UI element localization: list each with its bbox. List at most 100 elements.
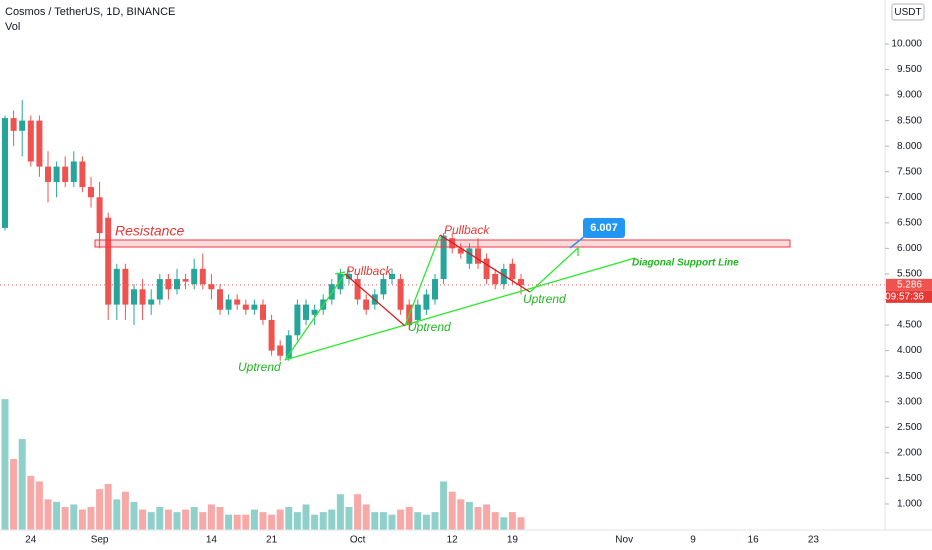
y-tick-label: 8.500 <box>897 115 922 126</box>
candle-body <box>251 304 258 310</box>
volume-bar <box>130 501 138 530</box>
candle-body <box>346 273 352 280</box>
volume-bar <box>225 514 233 530</box>
candle-body <box>303 304 309 320</box>
volume-bar <box>233 514 241 530</box>
axis-layer: 1.000 1.500 2.000 2.500 3.000 3.500 4.000 4.500… <box>25 39 932 546</box>
volume-bar <box>354 494 362 530</box>
volume-bar <box>35 481 43 530</box>
volume-bar <box>27 475 35 530</box>
support-label: Diagonal Support Line <box>632 258 739 269</box>
resistance-label: Resistance <box>115 223 184 239</box>
candle-body <box>234 299 241 305</box>
volume-bar <box>78 509 86 530</box>
y-tick-label: 3.000 <box>897 396 922 407</box>
volume-bar <box>448 491 456 530</box>
candle-body <box>466 248 473 264</box>
chart-title: Cosmos / TetherUS, 1D, BINANCE <box>5 6 175 18</box>
volume-bar <box>388 514 396 530</box>
volume-bar <box>319 512 327 530</box>
candle-body <box>105 217 112 305</box>
y-tick-label: 3.500 <box>897 371 922 382</box>
candle-body <box>440 235 447 280</box>
uptrend-label: Uptrend <box>523 292 566 306</box>
countdown-box <box>886 290 932 303</box>
y-tick-label: 4.500 <box>897 320 922 331</box>
volume-bar <box>44 499 52 530</box>
candle-body <box>518 279 524 285</box>
candle-body <box>19 120 26 131</box>
candle-body <box>182 279 189 282</box>
volume-bar <box>121 491 129 530</box>
volume-bar <box>10 458 18 530</box>
y-tick-label: 2.000 <box>897 447 922 458</box>
volume-bar <box>18 439 26 530</box>
volume-bar <box>87 507 95 530</box>
candle-body <box>148 299 155 305</box>
volume-bar <box>173 512 181 530</box>
currency-box[interactable] <box>891 3 925 21</box>
volume-bar <box>431 512 439 530</box>
candle-body <box>432 279 438 300</box>
candle-body <box>363 299 370 310</box>
candle-body <box>10 118 17 131</box>
volume-bar <box>268 514 276 530</box>
volume-label: Vol <box>5 21 20 33</box>
volume-bar <box>336 494 344 530</box>
candle-body <box>113 268 120 305</box>
y-tick-label: 8.000 <box>897 141 922 152</box>
candle-body <box>139 289 146 305</box>
pullback-leg <box>439 234 531 293</box>
volume-bar <box>207 504 215 530</box>
last-price-box <box>886 278 932 291</box>
volume-bar <box>139 509 147 530</box>
volume-bar <box>328 509 336 530</box>
x-tick-label: Nov <box>615 535 633 546</box>
x-tick-label: 19 <box>507 535 519 546</box>
x-tick-label: 24 <box>25 535 37 546</box>
volume-bar <box>371 512 379 530</box>
volume-bar <box>397 509 405 530</box>
volume-bar <box>474 507 482 530</box>
y-tick-label: 6.500 <box>897 217 922 228</box>
candle-body <box>500 268 507 285</box>
candle-body <box>79 161 86 188</box>
x-tick-label: 14 <box>206 535 218 546</box>
pullback-label: Pullback <box>444 223 490 237</box>
uptrend-leg <box>284 273 346 361</box>
candle-body <box>199 268 206 285</box>
resistance-zone <box>94 239 791 248</box>
volume-bar <box>113 499 121 530</box>
volume-bar <box>508 512 516 530</box>
volume-bar <box>457 499 465 530</box>
candle-body <box>122 268 129 305</box>
candle-body <box>208 284 215 290</box>
y-tick-label: 5.500 <box>897 269 922 280</box>
candle-body <box>174 279 180 290</box>
x-tick-label: Oct <box>350 535 366 546</box>
x-tick-label: 12 <box>447 535 459 546</box>
last-price-label: 5.286 <box>897 280 922 291</box>
uptrend-tick <box>334 271 346 275</box>
candle-body <box>217 289 223 310</box>
volume-bar <box>250 509 258 530</box>
volume-bar <box>379 512 387 530</box>
volume-bar <box>285 507 293 530</box>
x-tick-label: 16 <box>748 535 760 546</box>
volume-bar <box>345 507 353 530</box>
candle-body <box>492 273 499 285</box>
candle-body <box>96 197 103 234</box>
candle-body <box>165 279 172 290</box>
volume-bar <box>276 509 284 530</box>
uptrend-label: Uptrend <box>408 320 451 334</box>
volume-bar <box>311 514 319 530</box>
candle-body <box>70 161 77 182</box>
candle-body <box>389 273 395 280</box>
candle-body <box>53 166 60 182</box>
volume-bar <box>414 512 422 530</box>
x-tick-label: Sep <box>91 535 109 546</box>
candle-body <box>88 187 94 198</box>
y-tick-label: 10.000 <box>891 39 922 50</box>
